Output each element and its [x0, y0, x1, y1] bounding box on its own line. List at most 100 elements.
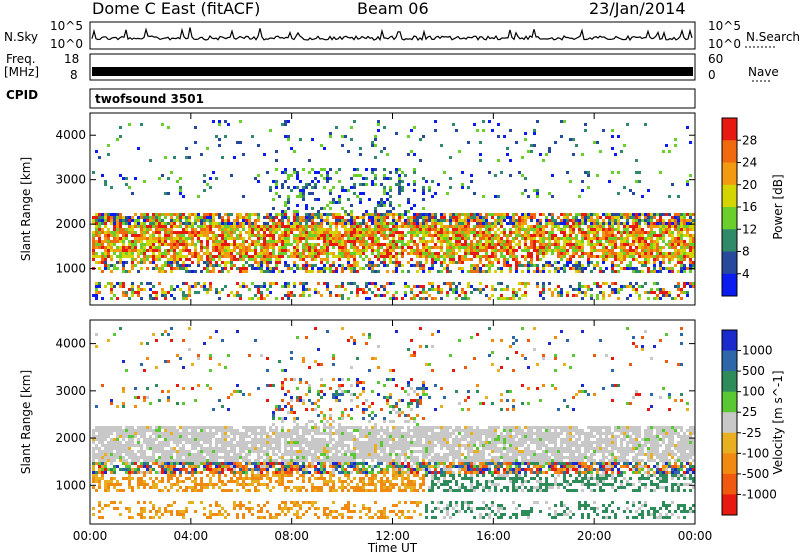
range-gate-cell: [371, 264, 374, 267]
range-gate-cell: [149, 501, 152, 504]
range-gate-cell: [200, 240, 203, 243]
range-gate-cell: [464, 294, 467, 297]
range-gate-cell: [218, 513, 221, 516]
range-gate-cell: [272, 225, 275, 228]
range-gate-cell: [164, 222, 167, 225]
range-gate-cell: [371, 243, 374, 246]
range-gate-cell: [254, 249, 257, 252]
range-gate-cell: [245, 444, 248, 447]
range-gate-cell: [119, 216, 122, 219]
range-gate-cell: [242, 393, 245, 396]
range-gate-cell: [473, 219, 476, 222]
range-gate-cell: [605, 255, 608, 258]
range-gate-cell: [374, 210, 377, 213]
range-gate-cell: [308, 243, 311, 246]
range-gate-cell: [125, 294, 128, 297]
range-gate-cell: [119, 456, 122, 459]
range-gate-cell: [251, 228, 254, 231]
range-gate-cell: [410, 234, 413, 237]
range-gate-cell: [683, 222, 686, 225]
range-gate-cell: [680, 288, 683, 291]
range-gate-cell: [116, 219, 119, 222]
range-gate-cell: [632, 243, 635, 246]
range-gate-cell: [506, 216, 509, 219]
range-gate-cell: [188, 243, 191, 246]
range-gate-cell: [110, 255, 113, 258]
range-gate-cell: [164, 360, 167, 363]
range-gate-cell: [455, 288, 458, 291]
range-gate-cell: [377, 288, 380, 291]
range-gate-cell: [113, 486, 116, 489]
range-gate-cell: [383, 222, 386, 225]
range-gate-cell: [461, 288, 464, 291]
range-gate-cell: [311, 216, 314, 219]
range-gate-cell: [638, 285, 641, 288]
range-gate-cell: [305, 219, 308, 222]
range-gate-cell: [653, 282, 656, 285]
range-gate-cell: [179, 216, 182, 219]
range-gate-cell: [182, 387, 185, 390]
range-gate-cell: [401, 186, 404, 189]
range-gate-cell: [353, 249, 356, 252]
range-gate-cell: [410, 297, 413, 300]
range-gate-cell: [119, 213, 122, 216]
range-gate-cell: [209, 504, 212, 507]
range-gate-cell: [182, 234, 185, 237]
range-gate-cell: [440, 219, 443, 222]
range-gate-cell: [365, 168, 368, 171]
range-gate-cell: [560, 288, 563, 291]
range-gate-cell: [509, 216, 512, 219]
range-gate-cell: [281, 183, 284, 186]
range-gate-cell: [692, 249, 695, 252]
range-gate-cell: [536, 240, 539, 243]
range-gate-cell: [401, 234, 404, 237]
range-gate-cell: [593, 213, 596, 216]
range-gate-cell: [662, 258, 665, 261]
range-gate-cell: [404, 219, 407, 222]
range-gate-cell: [419, 159, 422, 162]
range-gate-cell: [257, 216, 260, 219]
range-gate-cell: [359, 234, 362, 237]
range-gate-cell: [239, 477, 242, 480]
range-gate-cell: [206, 264, 209, 267]
range-gate-cell: [203, 225, 206, 228]
range-gate-cell: [242, 450, 245, 453]
range-gate-cell: [614, 255, 617, 258]
range-gate-cell: [221, 471, 224, 474]
range-gate-cell: [626, 228, 629, 231]
range-gate-cell: [125, 261, 128, 264]
range-gate-cell: [110, 471, 113, 474]
range-gate-cell: [218, 144, 221, 147]
range-gate-cell: [227, 261, 230, 264]
range-gate-cell: [212, 267, 215, 270]
range-gate-cell: [611, 243, 614, 246]
range-gate-cell: [188, 486, 191, 489]
range-gate-cell: [143, 462, 146, 465]
range-gate-cell: [107, 153, 110, 156]
range-gate-cell: [158, 462, 161, 465]
range-gate-cell: [188, 477, 191, 480]
range-gate-cell: [212, 240, 215, 243]
range-gate-cell: [623, 216, 626, 219]
range-gate-cell: [347, 150, 350, 153]
range-gate-cell: [509, 231, 512, 234]
range-gate-cell: [611, 219, 614, 222]
range-gate-cell: [98, 240, 101, 243]
range-gate-cell: [443, 225, 446, 228]
range-gate-cell: [623, 240, 626, 243]
range-gate-cell: [659, 249, 662, 252]
range-gate-cell: [683, 225, 686, 228]
range-gate-cell: [179, 513, 182, 516]
range-gate-cell: [638, 180, 641, 183]
range-gate-cell: [221, 435, 224, 438]
range-gate-cell: [413, 240, 416, 243]
range-gate-cell: [575, 237, 578, 240]
range-gate-cell: [113, 441, 116, 444]
range-gate-cell: [458, 150, 461, 153]
range-gate-cell: [611, 129, 614, 132]
range-gate-cell: [545, 219, 548, 222]
range-gate-cell: [545, 252, 548, 255]
range-gate-cell: [278, 246, 281, 249]
range-gate-cell: [152, 447, 155, 450]
range-gate-cell: [614, 270, 617, 273]
